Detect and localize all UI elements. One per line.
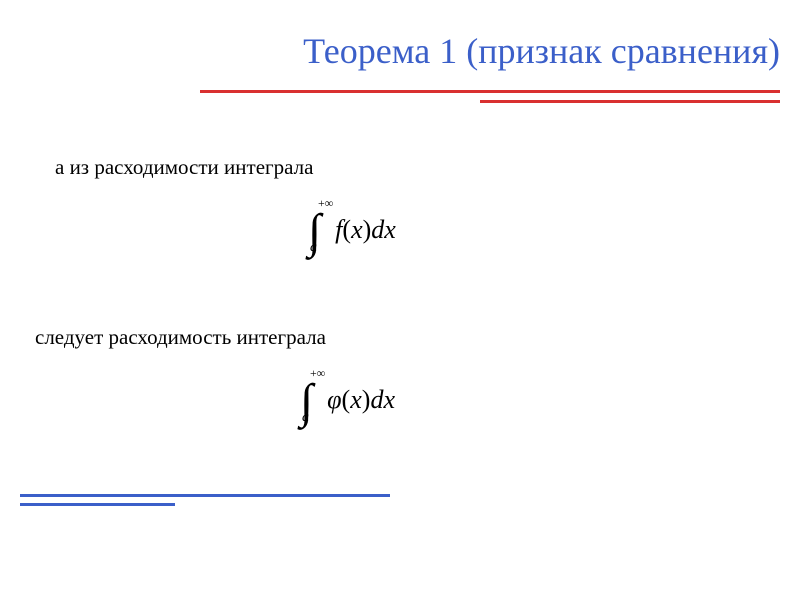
bottom-line-2 [20,503,175,506]
integral-lower-limit: a [302,410,309,426]
differential: dx [370,385,395,414]
slide-title: Теорема 1 (признак сравнения) [303,30,780,72]
integral-lower-limit: a [310,240,317,256]
body-text-1: а из расходимости интеграла [55,155,313,180]
title-underline-2 [480,100,780,103]
formula-2: +∞ ∫ a φ(x)dx [300,370,395,418]
body-text-2: следует расходимость интеграла [35,325,326,350]
function-name: φ [327,385,341,414]
variable: x [351,215,363,244]
variable: x [350,385,362,414]
title-underline-1 [200,90,780,93]
integrand-2: φ(x)dx [317,385,395,415]
differential: dx [371,215,396,244]
bottom-line-1 [20,494,390,497]
formula-1: +∞ ∫ a f(x)dx [308,200,396,248]
integrand-1: f(x)dx [325,215,396,245]
